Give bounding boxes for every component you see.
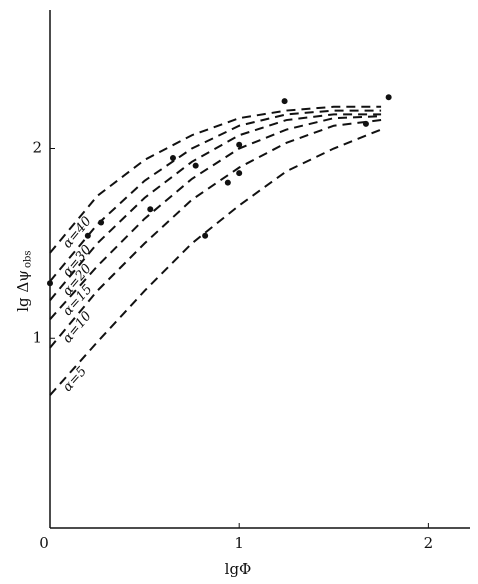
curve xyxy=(49,119,382,349)
y-axis-label: lg Δψ xyxy=(14,270,32,312)
data-point xyxy=(202,232,209,239)
y-tick-label: 2 xyxy=(32,139,42,157)
data-point xyxy=(98,219,105,226)
data-point xyxy=(192,162,199,169)
curve xyxy=(49,105,382,254)
data-point xyxy=(385,94,392,101)
data-point xyxy=(47,280,53,287)
data-point xyxy=(362,120,369,127)
y-axis-label-sub: obs xyxy=(23,250,34,268)
x-tick-label: 1 xyxy=(234,534,244,552)
curve xyxy=(49,109,382,282)
data-point xyxy=(236,170,243,177)
data-point xyxy=(224,179,231,186)
curve xyxy=(49,113,382,301)
x-axis-label: lgΦ xyxy=(225,560,252,578)
data-point xyxy=(169,155,176,161)
data-point xyxy=(84,232,91,239)
data-point xyxy=(281,98,288,105)
x-tick-label: 2 xyxy=(424,534,434,552)
y-axis-label-group: lg Δψ obs xyxy=(14,250,34,311)
data-point xyxy=(147,206,154,213)
curve-label: α=5 xyxy=(60,364,90,395)
x-tick-label: 0 xyxy=(39,534,49,552)
curve xyxy=(49,115,382,320)
data-point xyxy=(236,141,243,148)
curve xyxy=(49,128,382,396)
y-tick-label: 1 xyxy=(32,328,42,346)
